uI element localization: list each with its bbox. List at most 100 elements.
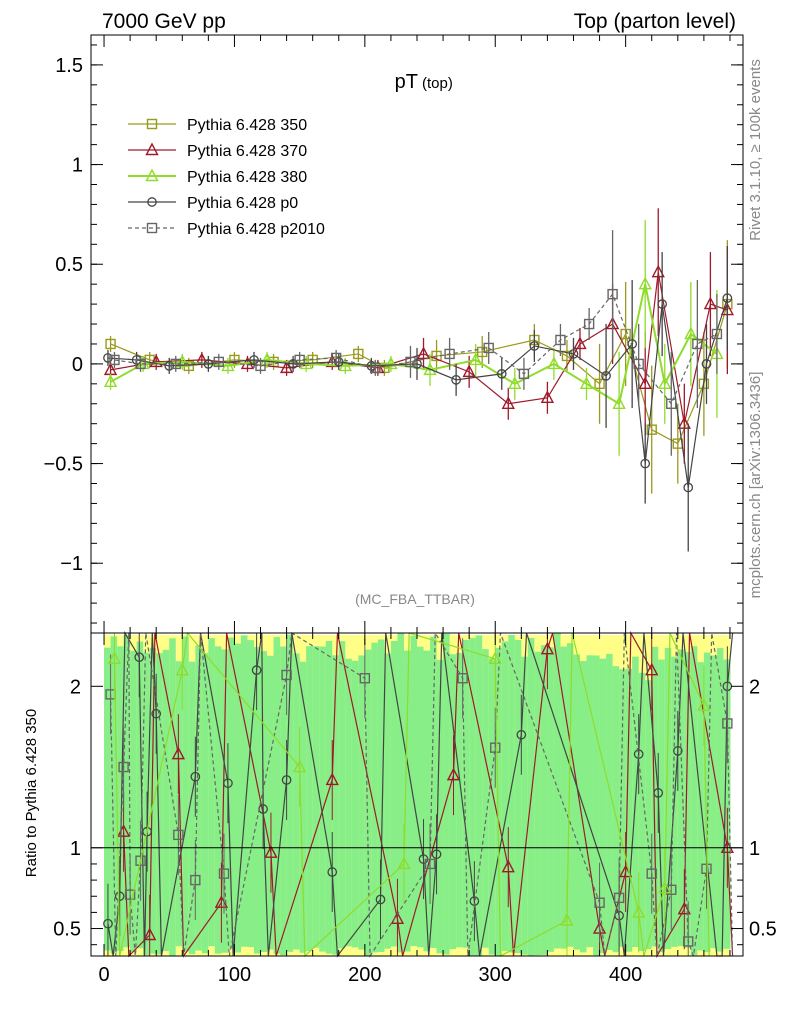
ratio-y-tick-label: 0.5 [53, 919, 81, 941]
legend-label: Pythia 6.428 p0 [187, 195, 298, 212]
ratio-band-green [436, 659, 444, 954]
ratio-band-green [508, 634, 516, 953]
ratio-data-point [722, 718, 733, 729]
ratio-band-green [182, 636, 190, 952]
data-point [651, 264, 665, 278]
ratio-data-point [666, 884, 677, 895]
data-point [103, 353, 113, 363]
data-point [547, 356, 561, 370]
series-square-dashed [109, 230, 723, 456]
ratio-data-point [431, 849, 442, 860]
ratio-band-green [280, 646, 288, 956]
ratio-data-point [151, 708, 162, 719]
data-point [583, 318, 595, 330]
ratio-band-green [403, 650, 411, 952]
data-point [711, 328, 723, 340]
data-point [579, 376, 594, 390]
data-point [508, 376, 522, 390]
data-point [555, 334, 566, 346]
ratio-data-point [190, 771, 201, 782]
side-label-rivet: Rivet 3.1.10, ≥ 100k events [747, 59, 764, 241]
header-left: 7000 GeV pp [102, 10, 226, 33]
ratio-data-point [446, 767, 461, 781]
ratio-band-green [156, 653, 164, 955]
ratio-panel: 0.5 0.5 1 1 2 2 0 100 200 300 400 Ratio to Pythia … [23, 630, 777, 986]
data-point [633, 358, 644, 370]
x-tick-label: 200 [348, 964, 381, 986]
ratio-y-tick-label-right: 2 [749, 676, 760, 698]
data-point [213, 356, 224, 368]
ratio-band-green [469, 638, 477, 956]
ratio-band-green [553, 633, 561, 949]
ratio-band-green [136, 641, 144, 949]
ratio-data-point [490, 742, 501, 753]
ratio-data-point [264, 845, 278, 858]
ratio-band-green [319, 646, 327, 952]
legend-marker [147, 197, 157, 207]
ratio-data-point [488, 651, 502, 665]
data-point [573, 336, 587, 350]
data-point [175, 354, 189, 368]
series-circle [103, 246, 733, 552]
data-point [601, 371, 611, 381]
ratio-band-green [514, 639, 522, 954]
ratio-band-green [208, 638, 216, 947]
data-point [135, 358, 146, 370]
ratio-band-green [566, 643, 574, 947]
ratio-band-green [417, 646, 425, 948]
ratio-band-green [247, 640, 255, 948]
ratio-band-green [703, 652, 711, 953]
ratio-data-point [540, 641, 555, 655]
data-point [684, 326, 698, 340]
ratio-band-green [677, 649, 685, 947]
ratio-band-green [384, 653, 392, 949]
ratio-band-green [534, 651, 542, 956]
data-point [260, 352, 274, 366]
data-point [646, 424, 657, 435]
ratio-band-green [123, 635, 131, 948]
ratio-data-point [281, 775, 292, 785]
ratio-data-point [560, 912, 574, 926]
ratio-band-green [162, 649, 170, 952]
ratio-data-point [325, 772, 339, 786]
ratio-band-green [540, 645, 548, 955]
ratio-band-green [364, 649, 372, 956]
ratio-data-point [190, 874, 201, 886]
ratio-data-point [424, 858, 436, 870]
data-point [338, 358, 352, 372]
data-point [149, 354, 163, 368]
data-point [638, 376, 652, 390]
data-point [607, 288, 618, 300]
data-point [518, 368, 530, 380]
ratio-data-point [645, 662, 659, 676]
ratio-band-green [240, 635, 248, 947]
ratio-series-line [109, 630, 734, 958]
ratio-data-point [223, 778, 233, 789]
data-point [405, 356, 416, 368]
data-point [483, 342, 494, 354]
ratio-data-point [143, 927, 157, 941]
data-point [279, 360, 294, 374]
data-point [221, 358, 235, 372]
data-point [722, 293, 733, 303]
ratio-band-green [312, 646, 320, 948]
data-point [612, 396, 626, 409]
ratio-band-green [488, 658, 496, 955]
ratio-data-point [218, 868, 230, 879]
data-point [416, 346, 431, 360]
ratio-band-green [201, 653, 209, 954]
ratio-data-point [142, 826, 152, 837]
data-point [105, 338, 116, 350]
data-point [561, 350, 573, 362]
ratio-data-point [251, 665, 262, 675]
ratio-data-point [516, 729, 527, 740]
ratio-ticks: 0.5 0.5 1 1 2 2 0 100 200 300 400 [53, 633, 777, 986]
ratio-data-point [375, 894, 386, 905]
ratio-band-green [299, 661, 307, 953]
data-point [501, 396, 515, 409]
data-point [330, 352, 342, 364]
main-panel: −1 −0.5 0 0.5 1 1.5 pT (top) (MC_FBA_TTBAR) P… [44, 34, 744, 634]
data-point [203, 359, 214, 369]
main-series [103, 208, 735, 552]
ratio-band-green [547, 647, 555, 952]
